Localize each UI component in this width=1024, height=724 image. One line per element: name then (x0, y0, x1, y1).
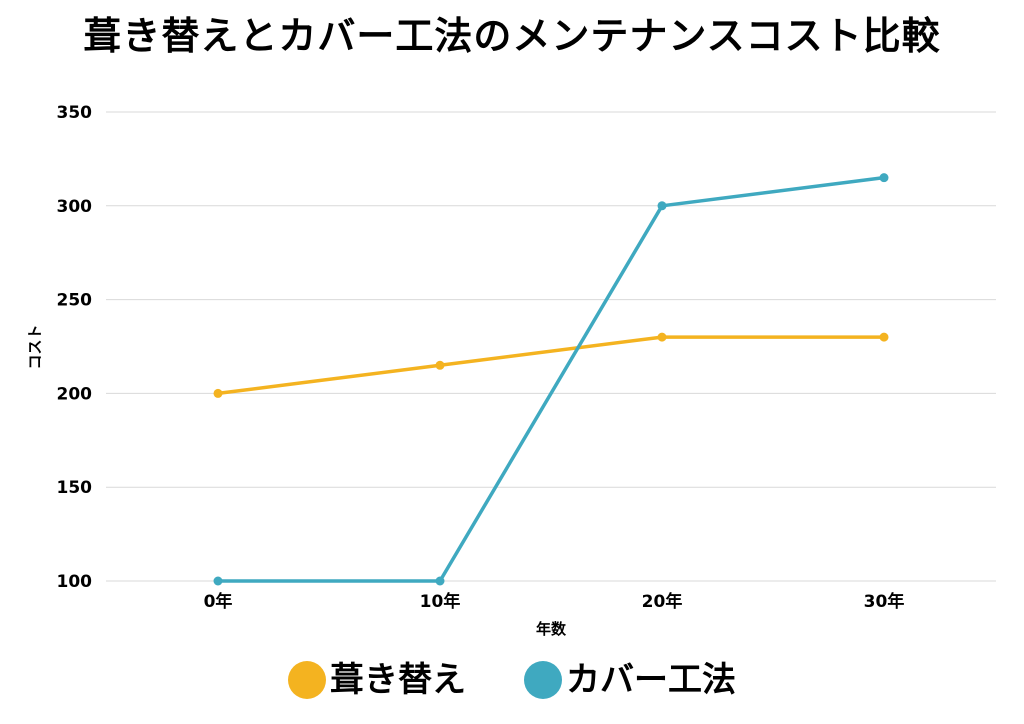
data-point[interactable] (879, 332, 889, 342)
x-axis-ticks: 0年 10年 20年 30年 (204, 591, 905, 612)
y-tick-label: 150 (57, 478, 93, 498)
legend: 葺き替え カバー工法 (0, 652, 1024, 708)
legend-swatch-series-1 (288, 661, 326, 699)
data-point[interactable] (657, 201, 667, 211)
series-1 (213, 332, 889, 398)
series-lines (213, 173, 889, 586)
x-tick-label: 0年 (204, 591, 233, 612)
y-tick-label: 100 (57, 572, 93, 592)
y-tick-label: 300 (57, 197, 93, 217)
data-point[interactable] (213, 388, 223, 398)
legend-item-series-2[interactable]: カバー工法 (524, 660, 736, 700)
y-tick-label: 350 (57, 103, 93, 123)
x-tick-label: 10年 (420, 591, 461, 612)
legend-label-series-1: 葺き替え (330, 660, 466, 700)
data-point[interactable] (435, 360, 445, 370)
data-point[interactable] (435, 576, 445, 586)
data-point[interactable] (879, 173, 889, 183)
data-point[interactable] (213, 576, 223, 586)
x-tick-label: 30年 (864, 591, 905, 612)
x-axis-label: 年数 (536, 620, 567, 638)
legend-label-series-2: カバー工法 (566, 660, 736, 700)
series-line (216, 335, 886, 396)
y-axis-ticks: 100 150 200 250 300 350 (57, 103, 93, 592)
series-line (216, 175, 886, 583)
legend-item-series-1[interactable]: 葺き替え (288, 660, 466, 700)
data-point[interactable] (657, 332, 667, 342)
line-chart: 100 150 200 250 300 350 0年 10年 20年 30年 年数 コスト (26, 103, 996, 638)
gridlines (106, 111, 996, 582)
y-tick-label: 250 (57, 291, 93, 311)
legend-swatch-series-2 (524, 661, 562, 699)
chart-title: 葺き替えとカバー工法のメンテナンスコスト比較 (83, 14, 941, 58)
x-tick-label: 20年 (642, 591, 683, 612)
y-tick-label: 200 (57, 384, 93, 404)
y-axis-label: コスト (26, 324, 44, 369)
series-2 (213, 173, 889, 586)
